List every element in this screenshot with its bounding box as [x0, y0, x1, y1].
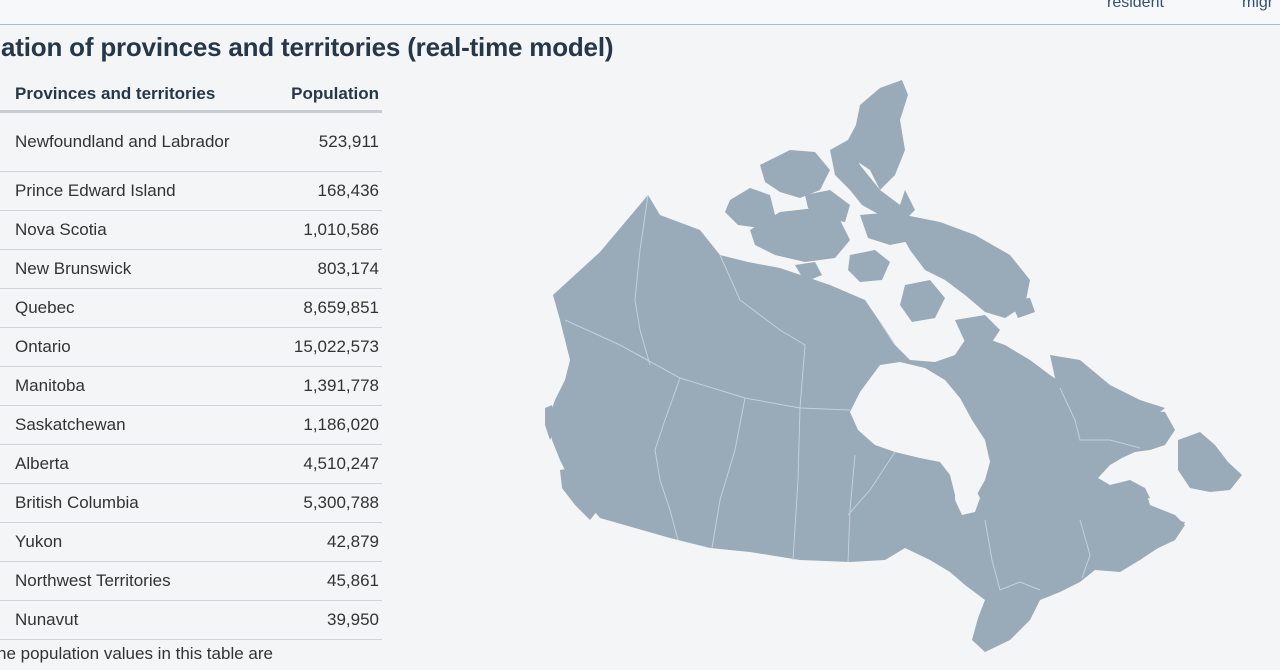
- canada-map-svg: [545, 80, 1242, 652]
- table-row: Manitoba 1,391,778: [0, 366, 382, 406]
- table-body: Newfoundland and Labrador 523,911 Prince…: [0, 111, 382, 640]
- row-population: 15,022,573: [258, 327, 382, 367]
- table-row: Alberta 4,510,247: [0, 444, 382, 484]
- map-region-nova-scotia[interactable]: [1100, 515, 1185, 565]
- table-row: Saskatchewan 1,186,020: [0, 405, 382, 445]
- top-navigation-bar: resident migr: [0, 0, 1280, 25]
- row-population: 8,659,851: [258, 288, 382, 328]
- nav-tab-migration[interactable]: migr: [1242, 0, 1274, 11]
- header-provinces: Provinces and territories: [0, 78, 258, 113]
- arctic-islands: [725, 80, 1035, 345]
- table-row: Quebec 8,659,851: [0, 288, 382, 328]
- table-header-row: Provinces and territories Population: [0, 78, 382, 113]
- row-name: Newfoundland and Labrador: [0, 111, 258, 172]
- row-name: Nunavut: [0, 600, 258, 640]
- map-region-islet-3[interactable]: [935, 232, 960, 250]
- map-region-haida-gwaii[interactable]: [545, 405, 556, 440]
- table-row: British Columbia 5,300,788: [0, 483, 382, 523]
- map-region-vancouver-island[interactable]: [560, 468, 598, 520]
- map-region-pei[interactable]: [1125, 488, 1150, 500]
- table-row: Northwest Territories 45,861: [0, 561, 382, 601]
- row-population: 42,879: [258, 522, 382, 562]
- map-region-labrador[interactable]: [1050, 355, 1165, 420]
- table-row: New Brunswick 803,174: [0, 249, 382, 289]
- row-population: 39,950: [258, 600, 382, 640]
- row-name: Ontario: [0, 327, 258, 367]
- table-row: Nunavut 39,950: [0, 600, 382, 640]
- row-name: Yukon: [0, 522, 258, 562]
- table-row: Nova Scotia 1,010,586: [0, 210, 382, 250]
- row-name: New Brunswick: [0, 249, 258, 289]
- population-table: Provinces and territories Population New…: [0, 78, 382, 640]
- row-population: 4,510,247: [258, 444, 382, 484]
- map-region-baffin-island[interactable]: [900, 215, 1030, 318]
- population-table-container: Provinces and territories Population New…: [0, 78, 382, 640]
- table-row: Yukon 42,879: [0, 522, 382, 562]
- nav-tab-resident[interactable]: resident: [1107, 0, 1164, 11]
- row-name: Quebec: [0, 288, 258, 328]
- row-population: 45,861: [258, 561, 382, 601]
- row-population: 168,436: [258, 171, 382, 211]
- map-region-islet-2[interactable]: [1010, 298, 1035, 318]
- row-population: 5,300,788: [258, 483, 382, 523]
- map-region-nunavut-islands[interactable]: [848, 80, 908, 190]
- row-population: 803,174: [258, 249, 382, 289]
- row-population: 523,911: [258, 111, 382, 172]
- map-region-islet-1[interactable]: [795, 262, 822, 282]
- table-row: Prince Edward Island 168,436: [0, 171, 382, 211]
- map-region-southampton[interactable]: [900, 280, 945, 322]
- row-name: Alberta: [0, 444, 258, 484]
- map-region-boothia[interactable]: [848, 250, 890, 282]
- header-population: Population: [258, 78, 382, 113]
- hudson-bay: [850, 362, 990, 510]
- map-region-archipelago-mid[interactable]: [725, 188, 775, 228]
- table-row: Newfoundland and Labrador 523,911: [0, 111, 382, 172]
- row-name: Saskatchewan: [0, 405, 258, 445]
- table-row: Ontario 15,022,573: [0, 327, 382, 367]
- canada-map: [540, 75, 1250, 660]
- row-population: 1,186,020: [258, 405, 382, 445]
- map-region-victoria-island[interactable]: [750, 208, 850, 262]
- map-region-ellesmere[interactable]: [830, 140, 915, 225]
- table-footnote: he population values in this table are: [0, 644, 273, 663]
- row-name: Nova Scotia: [0, 210, 258, 250]
- page-title: lation of provinces and territories (rea…: [0, 32, 614, 62]
- map-region-newfoundland[interactable]: [1178, 432, 1242, 492]
- row-population: 1,010,586: [258, 210, 382, 250]
- row-name: Prince Edward Island: [0, 171, 258, 211]
- map-region-banks-island[interactable]: [805, 190, 850, 222]
- row-name: Manitoba: [0, 366, 258, 406]
- row-name: British Columbia: [0, 483, 258, 523]
- map-region-archipelago-west[interactable]: [760, 150, 830, 198]
- map-region-foxe[interactable]: [955, 315, 1000, 345]
- james-bay: [955, 480, 980, 515]
- row-name: Northwest Territories: [0, 561, 258, 601]
- provincial-borders: [564, 194, 1141, 591]
- row-population: 1,391,778: [258, 366, 382, 406]
